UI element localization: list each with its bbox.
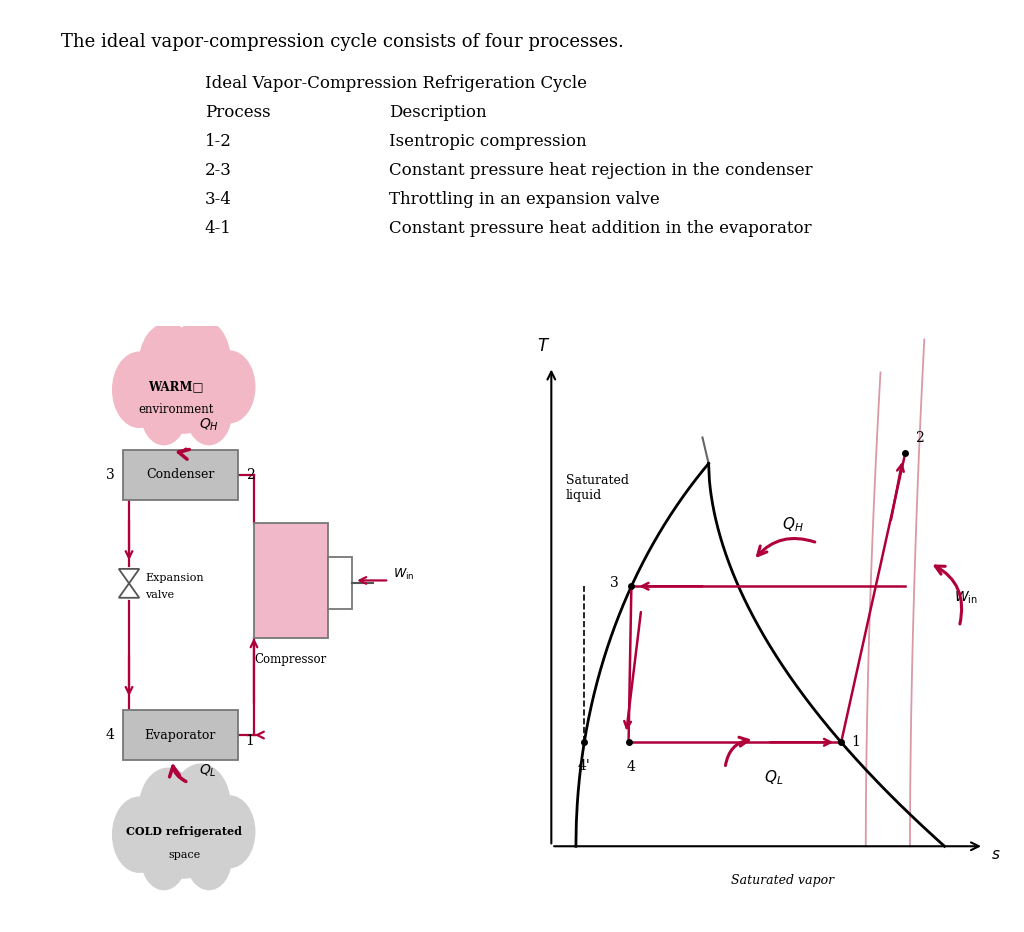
- Circle shape: [171, 764, 230, 847]
- Text: environment: environment: [138, 404, 214, 417]
- Text: Saturated vapor: Saturated vapor: [731, 874, 834, 887]
- Text: Isentropic compression: Isentropic compression: [389, 133, 587, 150]
- Text: Expansion: Expansion: [145, 572, 204, 582]
- Circle shape: [141, 826, 186, 889]
- Text: 2: 2: [915, 431, 924, 445]
- Text: 4: 4: [627, 760, 636, 774]
- Text: $T$: $T$: [538, 338, 551, 355]
- Circle shape: [113, 797, 166, 872]
- Bar: [123, 710, 238, 760]
- Circle shape: [171, 320, 230, 403]
- Text: space: space: [168, 850, 201, 860]
- Text: Constant pressure heat rejection in the condenser: Constant pressure heat rejection in the …: [389, 162, 813, 179]
- Text: $W_\mathrm{in}$: $W_\mathrm{in}$: [393, 567, 415, 582]
- Text: Constant pressure heat addition in the evaporator: Constant pressure heat addition in the e…: [389, 220, 812, 237]
- Text: valve: valve: [145, 590, 174, 600]
- Circle shape: [204, 796, 255, 868]
- Text: 1: 1: [851, 735, 860, 749]
- Circle shape: [154, 347, 215, 433]
- Text: 4': 4': [578, 760, 591, 774]
- Text: The ideal vapor-compression cycle consists of four processes.: The ideal vapor-compression cycle consis…: [61, 33, 625, 50]
- Text: $Q_H$: $Q_H$: [782, 515, 804, 534]
- Text: Saturated
liquid: Saturated liquid: [566, 474, 629, 502]
- Text: $W_\mathrm{in}$: $W_\mathrm{in}$: [954, 590, 978, 606]
- Circle shape: [186, 381, 231, 445]
- Text: Evaporator: Evaporator: [144, 729, 216, 742]
- Text: 4-1: 4-1: [205, 220, 231, 237]
- Text: Throttling in an expansion valve: Throttling in an expansion valve: [389, 191, 659, 208]
- Bar: [254, 523, 328, 638]
- Text: 1: 1: [246, 733, 255, 747]
- Circle shape: [139, 768, 197, 849]
- Text: Process: Process: [205, 104, 270, 121]
- Text: WARM□: WARM□: [148, 380, 204, 393]
- Bar: [328, 557, 352, 610]
- Text: Description: Description: [389, 104, 486, 121]
- Text: $Q_L$: $Q_L$: [199, 763, 216, 779]
- Text: Condenser: Condenser: [146, 469, 214, 482]
- Circle shape: [186, 826, 231, 889]
- Circle shape: [139, 323, 197, 404]
- Text: $Q_H$: $Q_H$: [199, 417, 219, 432]
- Text: 3: 3: [610, 576, 620, 590]
- Text: 4: 4: [105, 728, 115, 742]
- Text: Compressor: Compressor: [255, 652, 327, 665]
- Text: 2-3: 2-3: [205, 162, 231, 179]
- Text: COLD refrigerated: COLD refrigerated: [126, 827, 243, 837]
- Bar: [123, 450, 238, 500]
- Circle shape: [141, 381, 186, 445]
- Text: $s$: $s$: [991, 848, 1000, 862]
- Text: 3-4: 3-4: [205, 191, 231, 208]
- Circle shape: [113, 352, 166, 427]
- Text: 1-2: 1-2: [205, 133, 231, 150]
- Text: $Q_L$: $Q_L$: [764, 768, 783, 787]
- Text: 2: 2: [246, 468, 255, 482]
- Circle shape: [154, 791, 215, 878]
- Text: Ideal Vapor-Compression Refrigeration Cycle: Ideal Vapor-Compression Refrigeration Cy…: [205, 75, 587, 91]
- Circle shape: [204, 351, 255, 423]
- Text: 3: 3: [105, 468, 115, 482]
